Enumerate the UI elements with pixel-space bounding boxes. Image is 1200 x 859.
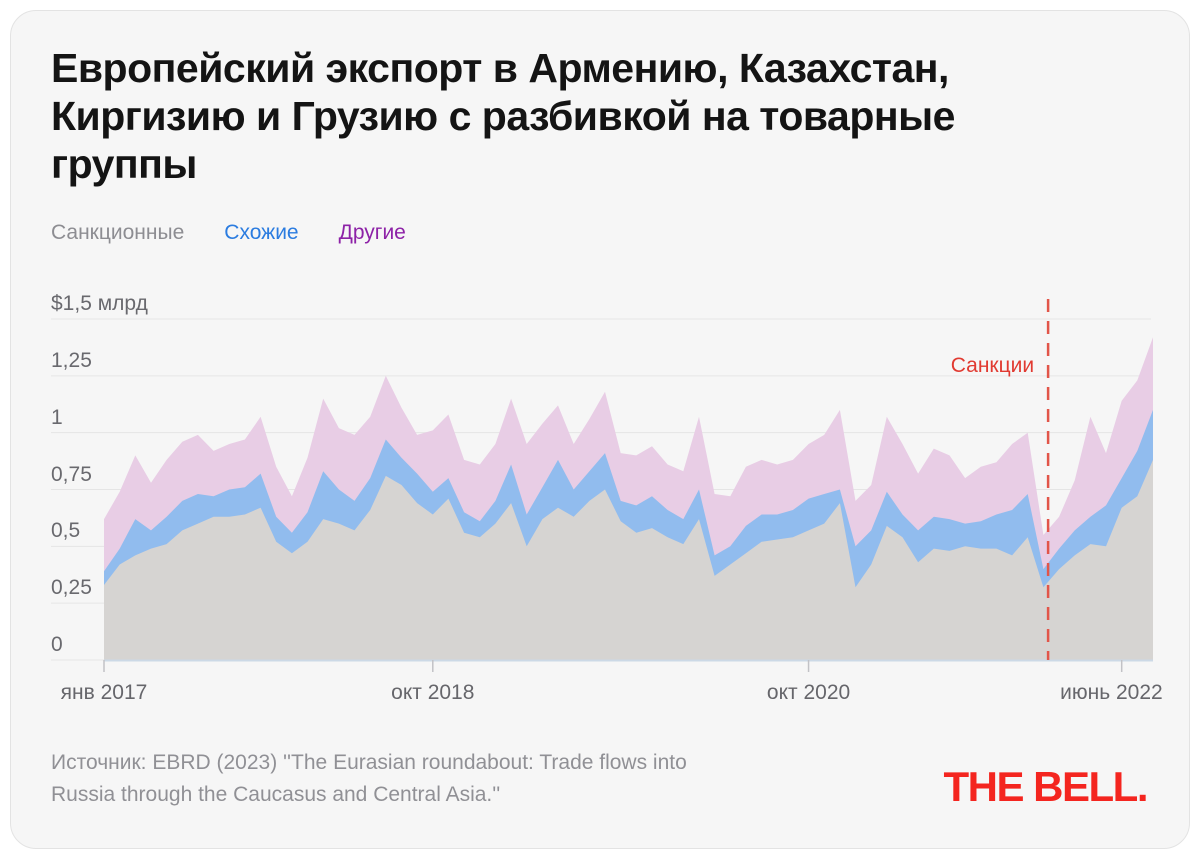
sanctions-annotation-label: Санкции: [950, 354, 1035, 377]
y-axis-label: $1,5 млрд: [51, 292, 148, 315]
title-line: группы: [51, 141, 197, 187]
x-axis-label: окт 2018: [391, 681, 475, 704]
legend-item-1[interactable]: Схожие: [224, 221, 299, 244]
legend-item-2[interactable]: Другие: [338, 221, 406, 244]
title-line: Европейский экспорт в Армению, Казахстан…: [51, 45, 949, 91]
legend-item-0[interactable]: Санкционные: [51, 221, 185, 244]
y-axis-label: 1,25: [51, 348, 92, 372]
y-axis-label: 0,5: [51, 519, 81, 543]
title-line: Киргизию и Грузию с разбивкой на товарны…: [51, 93, 955, 139]
plot-svg: [51, 299, 1153, 672]
source-note: Источник: EBRD (2023) ''The Eurasian rou…: [51, 751, 687, 806]
y-axis-label: 0: [51, 633, 63, 656]
y-axis-label: 0,25: [51, 576, 92, 600]
x-axis-label: июнь 2022: [1060, 681, 1163, 704]
chart-card: Европейский экспорт в Армению, Казахстан…: [10, 10, 1190, 849]
x-axis-label: янв 2017: [60, 681, 148, 704]
chart-area: 0 0,25 0,5 0,75 1 1,25 $1,5 млрд янв 2017 окт 2…: [11, 291, 1189, 721]
legend: Санкционные Схожие Другие: [51, 221, 406, 245]
x-axis-label: окт 2020: [766, 681, 851, 704]
page-title: Европейский экспорт в Армению, Казахстан…: [51, 44, 1061, 188]
the-bell-logo: THE BELL.: [943, 763, 1149, 810]
y-axis-label: 0,75: [51, 462, 92, 486]
y-axis-label: 1: [51, 405, 63, 429]
area-Санкционные: [104, 459, 1153, 660]
